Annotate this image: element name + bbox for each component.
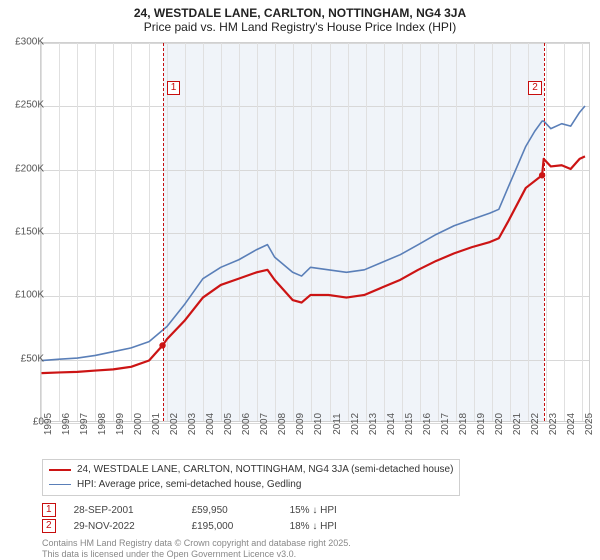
x-tick-label: 1997 xyxy=(79,413,90,435)
x-tick-label: 1999 xyxy=(115,413,126,435)
event-diff: 15% ↓ HPI xyxy=(290,505,380,516)
x-tick-label: 2019 xyxy=(476,413,487,435)
x-tick-label: 1998 xyxy=(97,413,108,435)
event-id-box: 2 xyxy=(42,519,56,533)
x-tick-label: 2013 xyxy=(368,413,379,435)
event-diff: 18% ↓ HPI xyxy=(290,521,380,532)
x-tick-label: 2023 xyxy=(548,413,559,435)
y-tick-label: £50K xyxy=(6,353,44,364)
x-tick-label: 2017 xyxy=(440,413,451,435)
x-tick-label: 2009 xyxy=(295,413,306,435)
y-tick-label: £0 xyxy=(6,417,44,428)
x-tick-label: 2003 xyxy=(187,413,198,435)
footer-line1: Contains HM Land Registry data © Crown c… xyxy=(42,538,351,549)
title-line1: 24, WESTDALE LANE, CARLTON, NOTTINGHAM, … xyxy=(0,6,600,20)
x-tick-label: 2002 xyxy=(169,413,180,435)
y-tick-label: £100K xyxy=(6,290,44,301)
chart-title: 24, WESTDALE LANE, CARLTON, NOTTINGHAM, … xyxy=(0,0,600,35)
x-tick-label: 2006 xyxy=(241,413,252,435)
x-tick-label: 2016 xyxy=(422,413,433,435)
series-price_paid xyxy=(41,156,585,373)
x-tick-label: 2022 xyxy=(530,413,541,435)
series-hpi xyxy=(41,106,585,361)
event-id-box: 1 xyxy=(42,503,56,517)
x-tick-label: 2005 xyxy=(223,413,234,435)
event-date: 28-SEP-2001 xyxy=(74,505,174,516)
chart-lines-svg xyxy=(41,43,589,421)
x-tick-label: 2012 xyxy=(350,413,361,435)
x-tick-label: 2001 xyxy=(151,413,162,435)
y-tick-label: £250K xyxy=(6,100,44,111)
y-tick-label: £150K xyxy=(6,227,44,238)
legend-label: 24, WESTDALE LANE, CARLTON, NOTTINGHAM, … xyxy=(77,463,453,478)
x-tick-label: 2000 xyxy=(133,413,144,435)
footer-attribution: Contains HM Land Registry data © Crown c… xyxy=(42,538,351,560)
y-tick-label: £200K xyxy=(6,163,44,174)
title-line2: Price paid vs. HM Land Registry's House … xyxy=(0,20,600,34)
marker-id-box: 1 xyxy=(167,81,181,95)
x-tick-label: 2007 xyxy=(259,413,270,435)
footer-line2: This data is licensed under the Open Gov… xyxy=(42,549,351,560)
x-tick-label: 2020 xyxy=(494,413,505,435)
y-tick-label: £300K xyxy=(6,37,44,48)
event-row: 2 29-NOV-2022 £195,000 18% ↓ HPI xyxy=(42,518,380,534)
legend: 24, WESTDALE LANE, CARLTON, NOTTINGHAM, … xyxy=(42,459,460,496)
event-date: 29-NOV-2022 xyxy=(74,521,174,532)
x-tick-label: 2010 xyxy=(313,413,324,435)
legend-item: 24, WESTDALE LANE, CARLTON, NOTTINGHAM, … xyxy=(49,463,453,478)
x-tick-label: 2024 xyxy=(566,413,577,435)
x-tick-label: 1995 xyxy=(43,413,54,435)
x-tick-label: 2008 xyxy=(277,413,288,435)
event-row: 1 28-SEP-2001 £59,950 15% ↓ HPI xyxy=(42,502,380,518)
event-price: £59,950 xyxy=(192,505,272,516)
legend-swatch xyxy=(49,469,71,471)
x-tick-label: 2021 xyxy=(512,413,523,435)
x-tick-label: 2025 xyxy=(584,413,595,435)
chart-plot-area: 12 xyxy=(40,42,590,422)
legend-swatch xyxy=(49,484,71,485)
legend-item: HPI: Average price, semi-detached house,… xyxy=(49,478,453,493)
x-tick-label: 1996 xyxy=(61,413,72,435)
event-price: £195,000 xyxy=(192,521,272,532)
x-tick-label: 2004 xyxy=(205,413,216,435)
legend-label: HPI: Average price, semi-detached house,… xyxy=(77,478,301,493)
x-tick-label: 2015 xyxy=(404,413,415,435)
event-table: 1 28-SEP-2001 £59,950 15% ↓ HPI 2 29-NOV… xyxy=(42,502,380,534)
x-tick-label: 2014 xyxy=(386,413,397,435)
x-tick-label: 2018 xyxy=(458,413,469,435)
marker-id-box: 2 xyxy=(528,81,542,95)
x-tick-label: 2011 xyxy=(332,413,343,435)
